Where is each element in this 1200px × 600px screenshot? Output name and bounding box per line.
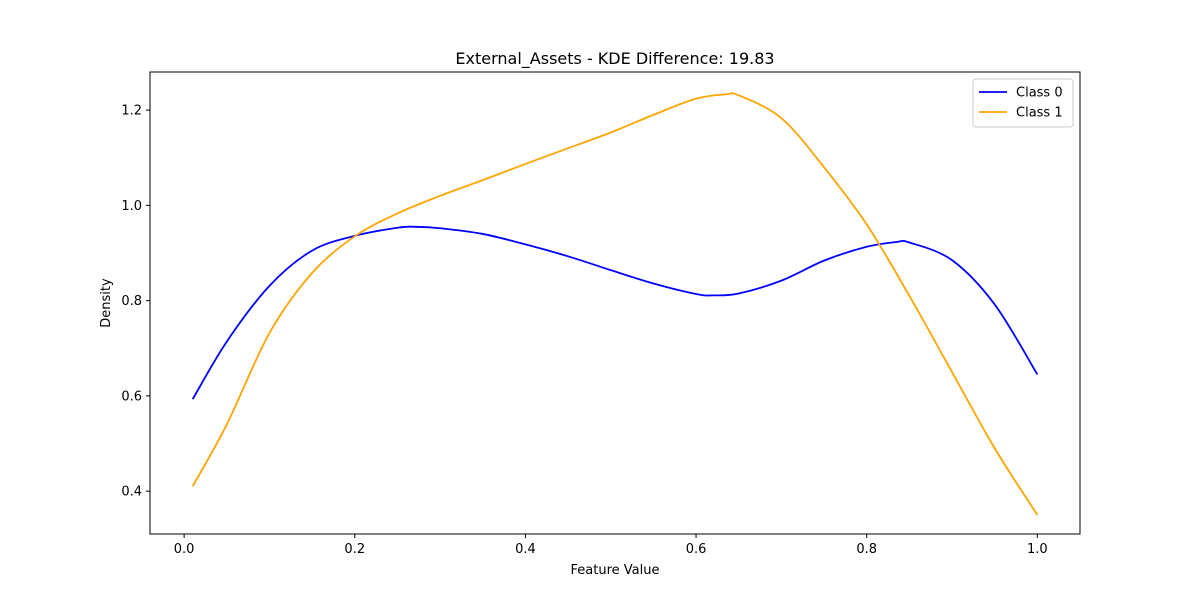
chart-legend: Class 0 Class 1 <box>972 78 1074 128</box>
y-tick-label: 1.0 <box>121 199 142 214</box>
plot-area-frame <box>149 71 1081 535</box>
legend-label: Class 0 <box>1016 86 1063 101</box>
legend-box <box>972 78 1074 128</box>
plot-lines <box>191 92 1039 516</box>
x-tick-label: 0.2 <box>344 542 365 557</box>
x-tick-label: 0.8 <box>856 542 877 557</box>
x-tick-label: 1.0 <box>1027 542 1048 557</box>
y-tick-label: 0.4 <box>121 485 142 500</box>
legend-label: Class 1 <box>1016 106 1063 121</box>
series-line-class-0 <box>191 225 1039 400</box>
x-axis-label: Feature Value <box>571 563 660 578</box>
y-axis-label: Density <box>99 278 114 328</box>
x-tick-label: 0.0 <box>174 542 195 557</box>
x-axis: 0.0 0.2 0.4 0.6 0.8 1.0 <box>174 534 1048 557</box>
y-tick-label: 1.2 <box>121 104 142 119</box>
x-tick-label: 0.4 <box>515 542 536 557</box>
y-axis: 0.4 0.6 0.8 1.0 1.2 <box>121 104 150 500</box>
y-tick-label: 0.8 <box>121 294 142 309</box>
series-line-class-1 <box>191 92 1039 516</box>
chart-title: External_Assets - KDE Difference: 19.83 <box>455 49 774 69</box>
y-tick-label: 0.6 <box>121 389 142 404</box>
x-tick-label: 0.6 <box>686 542 707 557</box>
